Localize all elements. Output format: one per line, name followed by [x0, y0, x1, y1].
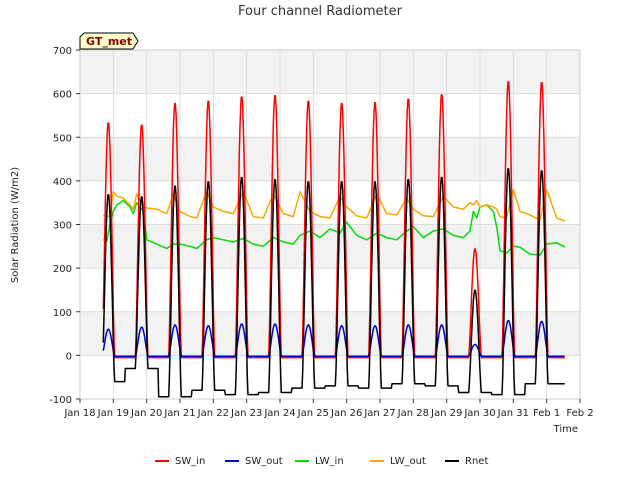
y-tick-label: 200	[53, 264, 72, 275]
background-band	[80, 50, 580, 94]
y-tick-label: 0	[66, 351, 72, 362]
x-tick-label: Jan 22	[197, 408, 229, 419]
y-axis-title: Solar Radiation (W/m2)	[10, 167, 21, 283]
x-tick-label: Jan 26	[330, 408, 362, 419]
x-axis-title: Time	[553, 424, 578, 435]
y-tick-label: 100	[53, 308, 72, 319]
background-band	[80, 268, 580, 312]
x-tick-label: Jan 24	[263, 408, 295, 419]
y-tick-label: -100	[49, 395, 72, 406]
x-tick-label: Jan 19	[97, 408, 129, 419]
y-tick-label: 400	[53, 177, 72, 188]
background-band	[80, 93, 580, 138]
x-tick-label: Feb 1	[533, 408, 560, 419]
x-tick-label: Jan 21	[163, 408, 195, 419]
y-tick-label: 300	[53, 221, 72, 232]
x-tick-label: Jan 31	[497, 408, 529, 419]
series-line-lw-out	[102, 188, 566, 222]
legend-label-rnet: Rnet	[465, 456, 488, 467]
chart-title: Four channel Radiometer	[238, 4, 403, 19]
y-tick-label: 600	[53, 90, 72, 101]
x-tick-label: Jan 18	[63, 408, 95, 419]
legend-label-sw-in: SW_in	[175, 456, 205, 467]
badge-label: GT_met	[86, 35, 132, 48]
legend-label-sw-out: SW_out	[245, 456, 283, 467]
x-tick-label: Jan 23	[230, 408, 262, 419]
legend-label-lw-in: LW_in	[315, 456, 344, 467]
background-band	[80, 355, 580, 399]
legend: SW_in SW_out LW_in LW_out Rnet	[155, 456, 488, 467]
x-tick-label: Feb 2	[566, 408, 593, 419]
series-group	[102, 81, 566, 398]
y-axis-ticks: -100 0 100 200 300 400 500 600 700	[49, 46, 80, 406]
legend-label-lw-out: LW_out	[390, 456, 426, 467]
x-tick-label: Jan 27	[363, 408, 395, 419]
x-tick-label: Jan 28	[397, 408, 429, 419]
series-line-sw-in	[102, 81, 565, 359]
y-tick-label: 500	[53, 133, 72, 144]
background-band	[80, 311, 580, 356]
badge-shape	[79, 32, 139, 50]
site-badge: GT_met	[79, 32, 139, 50]
x-axis-ticks: Jan 18 Jan 19 Jan 20 Jan 21 Jan 22 Jan 23 Jan …	[63, 399, 594, 419]
x-tick-label: Jan 30	[463, 408, 495, 419]
x-tick-label: Jan 29	[430, 408, 462, 419]
series-line-rnet	[102, 168, 565, 398]
y-tick-label: 700	[53, 46, 72, 57]
x-tick-label: Jan 20	[130, 408, 162, 419]
series-line-lw-in	[103, 199, 566, 256]
x-tick-label: Jan 25	[297, 408, 329, 419]
background-band	[80, 137, 580, 181]
